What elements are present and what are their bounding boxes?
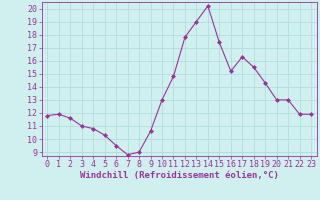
X-axis label: Windchill (Refroidissement éolien,°C): Windchill (Refroidissement éolien,°C): [80, 171, 279, 180]
